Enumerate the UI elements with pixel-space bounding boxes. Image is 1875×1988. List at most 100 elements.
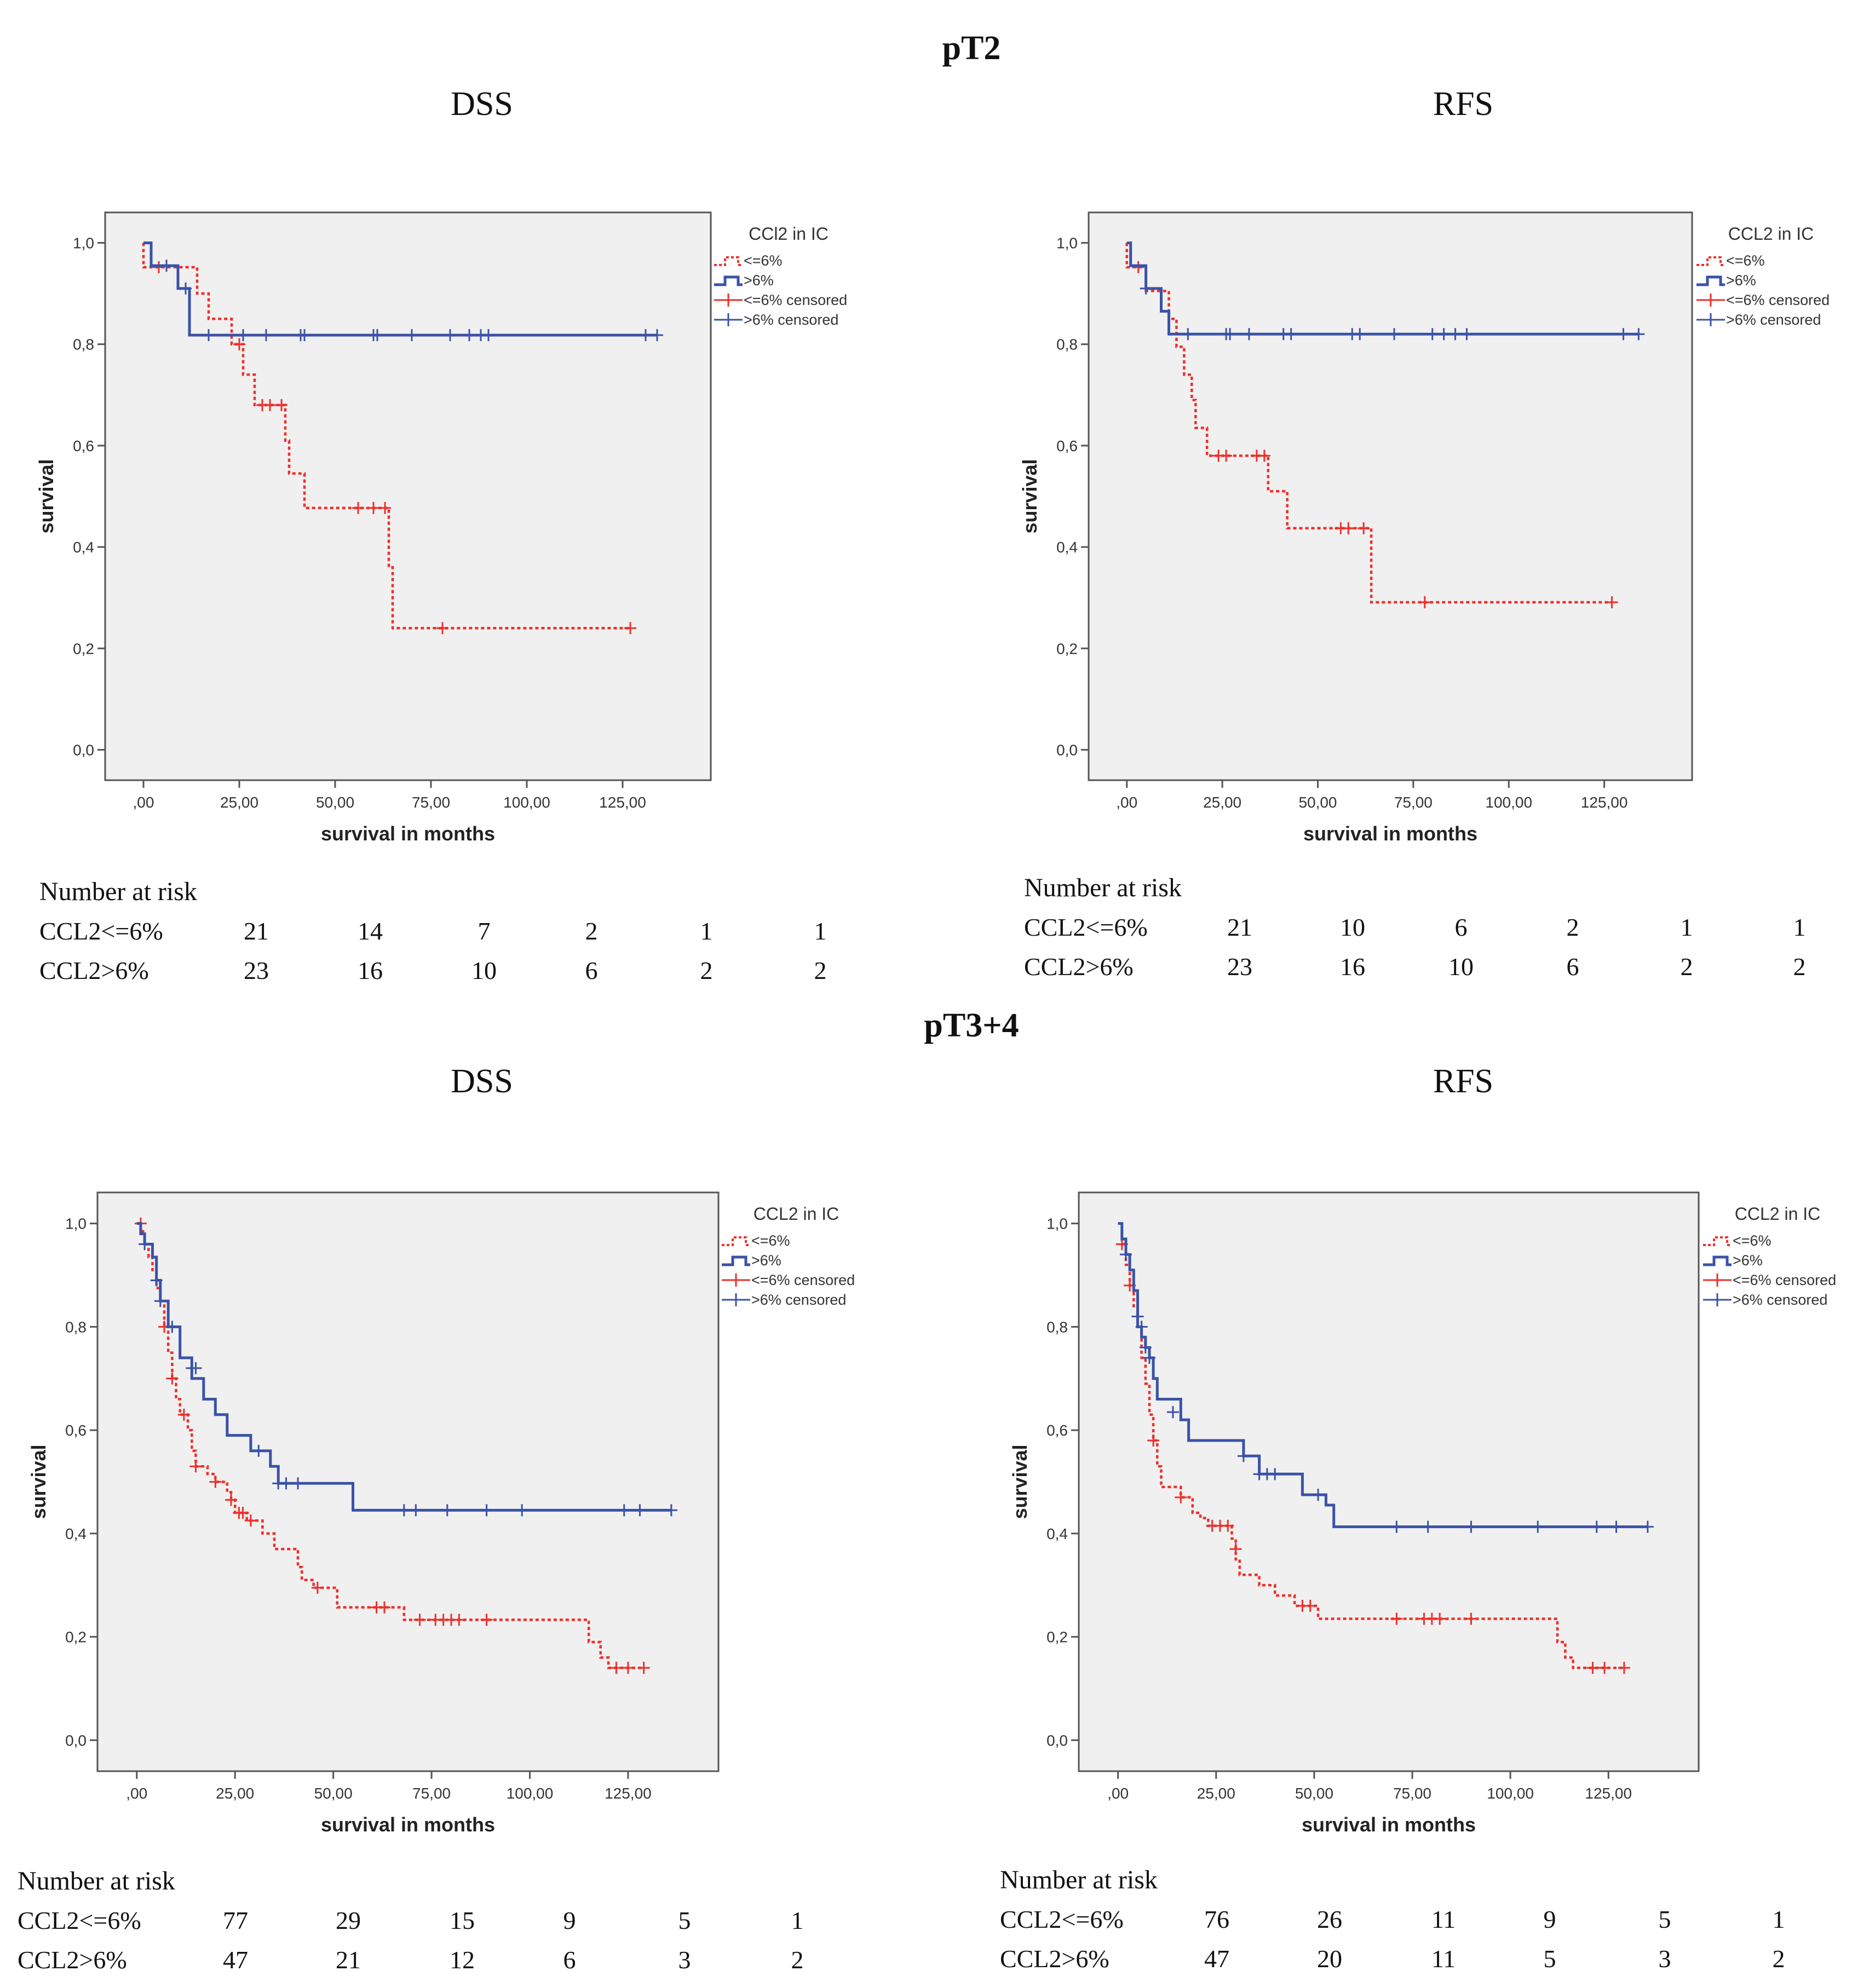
- legend-swatch-high: [1696, 275, 1725, 286]
- x-tick-label: 75,00: [412, 1785, 451, 1802]
- y-tick-label: 0,8: [65, 1318, 87, 1335]
- risk-row-label: CCL2>6%: [39, 956, 149, 984]
- censor-mark-low: [1390, 1612, 1403, 1625]
- y-tick-label: 1,0: [73, 235, 94, 252]
- censor-mark-high: [154, 1295, 166, 1307]
- censor-mark-low: [264, 399, 276, 411]
- censor-mark-high: [1422, 1520, 1434, 1533]
- legend-entry-label: >6%: [1733, 1252, 1763, 1269]
- risk-value: 9: [1544, 1905, 1556, 1933]
- risk-value: 6: [1455, 913, 1468, 941]
- legend-entry-label: >6%: [751, 1252, 781, 1269]
- y-tick-label: 0,4: [1046, 1525, 1068, 1542]
- censor-mark-high: [1632, 328, 1645, 341]
- legend-title: CCL2 in IC: [1728, 224, 1814, 244]
- legend-censor-swatch-high: [1696, 313, 1725, 326]
- legend-title: CCL2 in IC: [754, 1204, 839, 1224]
- censor-mark-high: [280, 1477, 292, 1490]
- censor-mark-high: [1119, 1248, 1132, 1261]
- censor-mark-low: [379, 502, 391, 514]
- censor-mark-low: [1606, 596, 1618, 609]
- legend-swatch-high: [1703, 1255, 1732, 1266]
- risk-value: 20: [1317, 1945, 1342, 1973]
- legend-swatch-high: [722, 1255, 750, 1266]
- y-tick-label: 0,0: [1046, 1732, 1068, 1749]
- plot-area: [104, 211, 712, 781]
- risk-table-header: Number at risk: [1024, 873, 1182, 902]
- censor-mark-high: [1388, 328, 1400, 341]
- censor-mark-low: [637, 1662, 650, 1674]
- risk-value: 47: [1204, 1945, 1229, 1973]
- y-tick-label: 0,4: [73, 539, 94, 556]
- km-curve-high: [143, 241, 657, 337]
- censor-mark-low: [1220, 450, 1233, 462]
- legend-entry-label: <=6% censored: [751, 1272, 855, 1288]
- risk-row-label: CCL2<=6%: [1000, 1905, 1124, 1933]
- censor-mark-high: [1437, 328, 1450, 341]
- legend-censor-swatch-high: [714, 313, 743, 326]
- censor-mark-low: [1147, 1434, 1160, 1447]
- censor-mark-low: [1598, 1662, 1611, 1674]
- censor-mark-high: [371, 329, 383, 342]
- risk-table-header: Number at risk: [1000, 1865, 1158, 1894]
- censor-mark-high: [463, 329, 475, 342]
- risk-value: 6: [1567, 953, 1579, 981]
- x-tick-label: ,00: [126, 1785, 147, 1802]
- censor-mark-high: [1135, 1321, 1148, 1333]
- risk-value: 1: [791, 1906, 804, 1934]
- y-tick-label: 0,4: [65, 1525, 87, 1542]
- risk-value: 1: [700, 917, 713, 945]
- risk-value: 3: [1659, 1945, 1671, 1973]
- legend-entry-label: >6%: [744, 272, 774, 289]
- censor-mark-high: [189, 1362, 202, 1374]
- chart-subtitle: DSS: [451, 1063, 513, 1100]
- risk-value: 2: [585, 917, 598, 945]
- censor-mark-low: [311, 1581, 324, 1594]
- risk-value: 10: [471, 956, 497, 984]
- y-tick-label: 1,0: [1046, 1215, 1068, 1232]
- censor-mark-low: [624, 622, 636, 635]
- x-tick-label: 25,00: [216, 1785, 254, 1802]
- km-chart-1: DSS 0,0 0,2 0,4 0,6 0,8 1,0 ,00 25,00 50,00 75,00 1…: [35, 85, 847, 984]
- plot-area: [1078, 1191, 1700, 1772]
- risk-value: 15: [450, 1906, 475, 1934]
- x-tick-label: 125,00: [1581, 794, 1628, 811]
- risk-value: 3: [678, 1946, 691, 1974]
- censor-mark-low: [436, 622, 448, 635]
- censor-mark-high: [1139, 1341, 1152, 1354]
- censor-mark-low: [1418, 596, 1431, 609]
- censor-mark-high: [1140, 282, 1152, 295]
- y-tick-label: 0,0: [73, 741, 94, 758]
- censor-mark-high: [1354, 328, 1366, 341]
- x-tick-label: 50,00: [1295, 1785, 1333, 1802]
- y-tick-label: 0,2: [73, 640, 94, 657]
- legend-entry-label: <=6% censored: [744, 292, 847, 308]
- legend-entry-label: <=6%: [751, 1232, 790, 1249]
- censor-mark-high: [1312, 1489, 1325, 1501]
- y-tick-label: 1,0: [65, 1215, 87, 1232]
- risk-value: 23: [1227, 953, 1252, 981]
- risk-value: 1: [1793, 913, 1806, 941]
- risk-value: 12: [450, 1946, 475, 1974]
- censor-mark-low: [352, 502, 364, 514]
- legend-swatch-high: [714, 275, 743, 286]
- x-axis-label: survival in months: [321, 1813, 495, 1836]
- legend-swatch-low: [1703, 1236, 1732, 1246]
- legend-entry-label: >6% censored: [744, 312, 838, 328]
- risk-value: 2: [814, 956, 827, 984]
- risk-row-label: CCL2<=6%: [39, 917, 163, 945]
- legend-entry-label: >6% censored: [751, 1292, 846, 1308]
- risk-value: 2: [1773, 1945, 1785, 1973]
- censor-mark-low: [275, 399, 287, 411]
- y-axis-label: survival: [1019, 459, 1041, 533]
- legend-swatch-low: [722, 1236, 750, 1246]
- km-chart-4: RFS 0,0 0,2 0,4 0,6 0,8 1,0 ,00 25,00 50,00 75,00 1…: [1000, 1063, 1836, 1973]
- censor-mark-low: [1434, 1612, 1446, 1625]
- x-tick-label: 100,00: [507, 1785, 554, 1802]
- y-tick-label: 0,4: [1056, 539, 1078, 556]
- x-axis-label: survival in months: [321, 822, 495, 845]
- censor-mark-low: [177, 1408, 190, 1421]
- risk-value: 2: [1567, 913, 1579, 941]
